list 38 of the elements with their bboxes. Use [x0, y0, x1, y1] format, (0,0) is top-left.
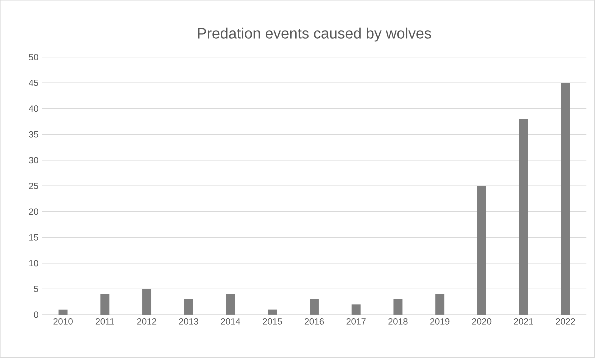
- chart-title: Predation events caused by wolves: [198, 28, 432, 42]
- y-tick-label: 35: [29, 131, 38, 138]
- bar: [226, 294, 236, 315]
- x-tick-label: 2011: [96, 318, 114, 325]
- y-tick-label: 40: [29, 106, 38, 112]
- bar: [561, 82, 570, 315]
- bar: [436, 294, 445, 315]
- bar: [58, 310, 68, 315]
- x-tick-label: 2013: [179, 318, 198, 325]
- x-tick-label: 2021: [514, 318, 534, 325]
- y-tick-label: 15: [30, 234, 38, 241]
- x-tick-label: 2010: [54, 318, 73, 325]
- x-tick-label: 2018: [388, 318, 408, 325]
- bar: [394, 299, 403, 315]
- y-tick-label: 50: [29, 54, 38, 60]
- x-tick-label: 2020: [472, 318, 492, 325]
- bar: [268, 310, 278, 315]
- x-tick-label: 2012: [137, 318, 157, 325]
- x-tick-label: 2014: [221, 318, 240, 325]
- bar: [519, 119, 528, 315]
- x-tick-label: 2022: [556, 318, 576, 325]
- y-tick-label: 25: [29, 182, 38, 190]
- bar: [477, 186, 486, 315]
- y-tick-label: 20: [29, 208, 38, 215]
- y-tick-label: 0: [34, 312, 38, 318]
- y-tick-label: 5: [34, 286, 38, 292]
- bar: [352, 304, 361, 315]
- y-tick-label: 45: [29, 80, 38, 86]
- x-tick-label: 2019: [430, 318, 450, 325]
- bar: [142, 289, 152, 315]
- bar: [310, 299, 319, 315]
- y-tick-label: 30: [29, 157, 38, 164]
- y-tick-label: 10: [30, 260, 38, 266]
- bar: [100, 294, 110, 315]
- x-tick-label: 2015: [263, 318, 282, 325]
- x-tick-label: 2016: [304, 318, 324, 325]
- x-tick-label: 2017: [346, 318, 366, 325]
- bar: [184, 299, 194, 315]
